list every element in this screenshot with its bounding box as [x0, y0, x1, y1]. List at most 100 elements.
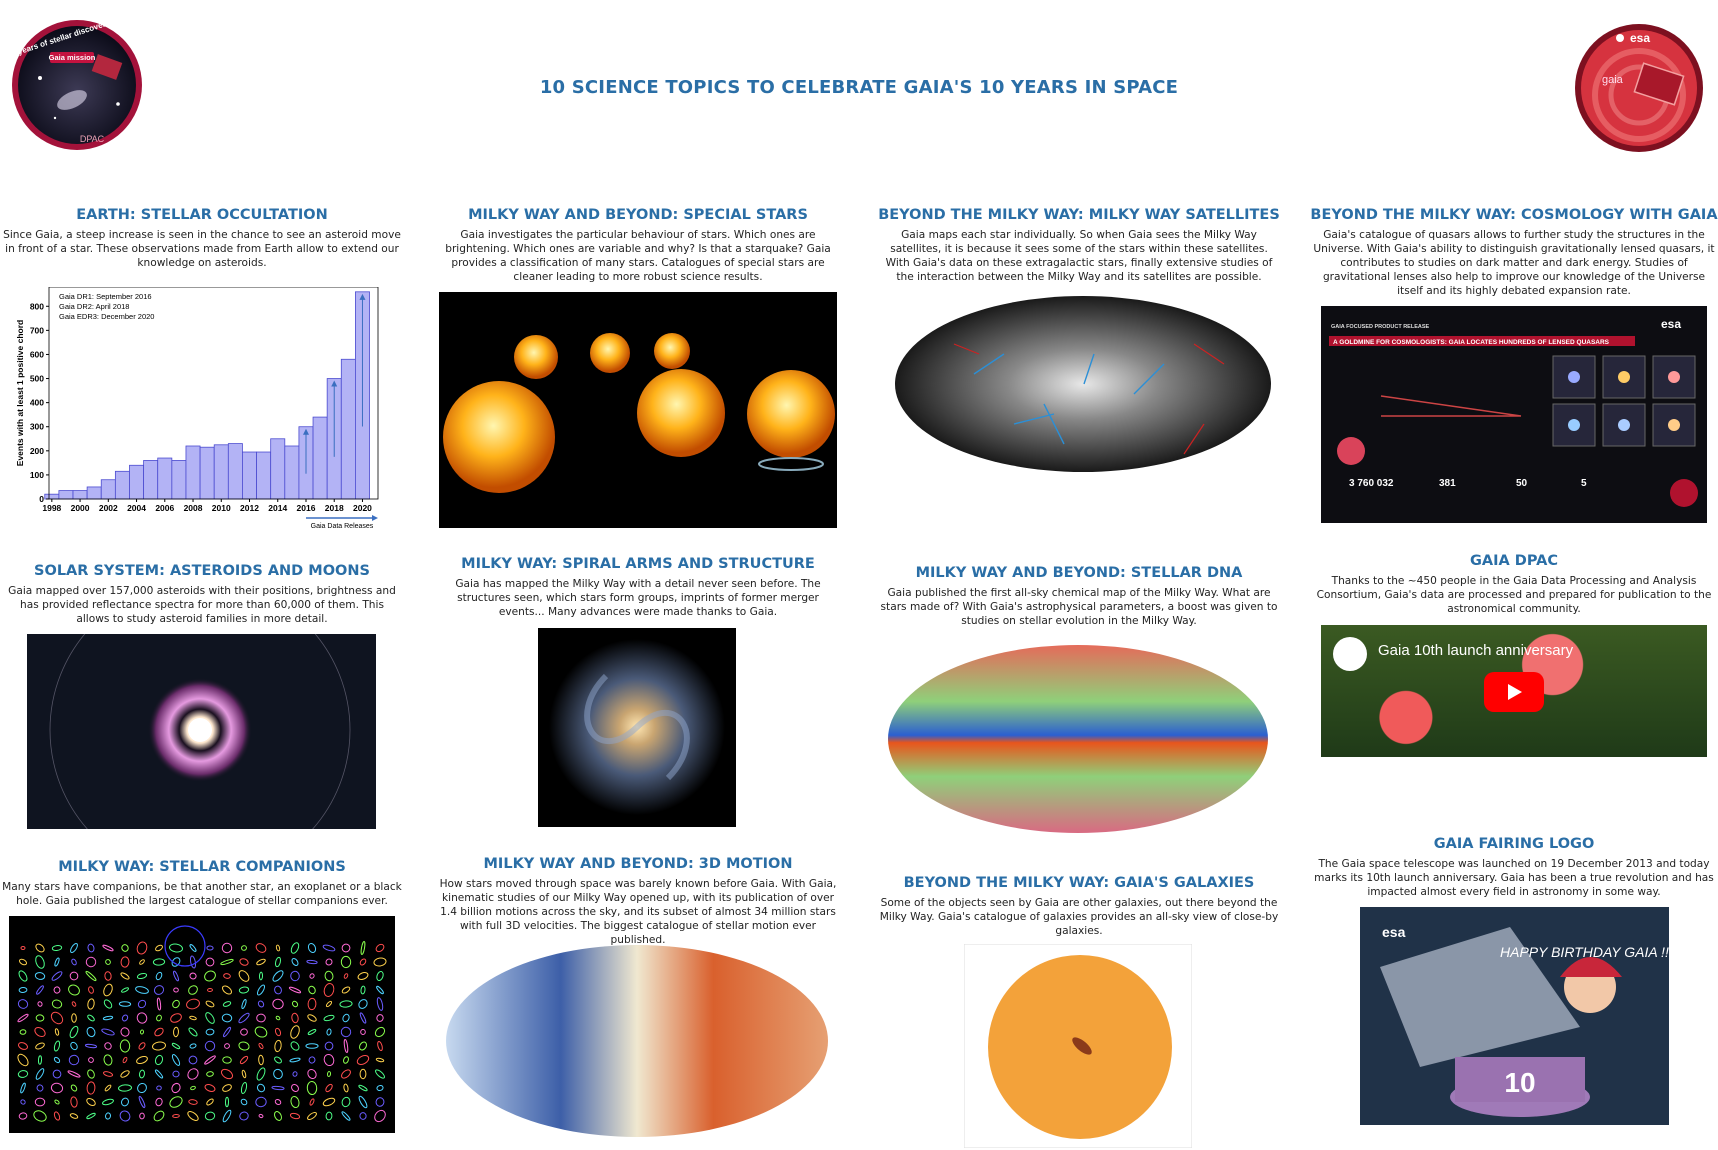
topic-text: Since Gaia, a steep increase is seen in …: [3, 229, 401, 269]
orbit-glyph: [258, 971, 264, 981]
orbit-glyph: [206, 1071, 214, 1077]
orbit-glyph: [341, 1069, 351, 1079]
orbit-glyph: [71, 1001, 77, 1007]
logo-dpac: DPAC: [80, 134, 105, 144]
orbit-glyph: [307, 1014, 317, 1022]
orbit-glyph: [50, 1011, 64, 1025]
orbit-glyph: [36, 985, 44, 995]
orbit-glyph: [87, 943, 95, 953]
orbit-glyph: [18, 958, 28, 966]
orbit-glyph: [122, 1056, 128, 1064]
orbit-glyph: [105, 959, 111, 965]
orbit-glyph: [138, 1042, 146, 1050]
orbit-glyph: [189, 955, 197, 969]
orbit-glyph: [171, 957, 181, 967]
orbit-glyph: [121, 944, 129, 952]
orbit-glyph: [53, 1111, 61, 1121]
orbit-glyph: [86, 1112, 96, 1120]
orbit-glyph: [292, 1071, 298, 1077]
orbit-glyph: [170, 1013, 182, 1023]
orbit-glyph: [154, 1054, 164, 1066]
orbit-glyph: [189, 944, 197, 952]
orbit-glyph: [308, 985, 316, 995]
orbit-glyph: [376, 997, 384, 1011]
orbit-glyph: [139, 959, 145, 965]
orbit-glyph: [375, 943, 385, 953]
orbit-glyph: [376, 970, 384, 982]
infographic-figure: 3 760 032: [1349, 478, 1394, 489]
topic-text: Gaia has mapped the Milky Way with a det…: [455, 578, 821, 618]
orbit-glyph: [239, 958, 249, 966]
orbit-glyph: [33, 1110, 47, 1122]
infographic-headline: A GOLDMINE FOR COSMOLOGISTS: GAIA LOCATE…: [1333, 339, 1610, 346]
orbit-glyph: [254, 1026, 268, 1038]
video-embed[interactable]: Gaia 10th launch anniversary: [1321, 625, 1707, 757]
orbit-glyph: [117, 1084, 133, 1092]
orbit-glyph: [71, 1013, 77, 1023]
orbit-glyph: [256, 958, 266, 966]
orbit-glyph: [188, 985, 198, 995]
logo-gaia: gaia: [1602, 74, 1624, 86]
orbit-glyph: [169, 1096, 183, 1108]
orbit-glyph: [256, 1013, 266, 1023]
topic-title: SOLAR SYSTEM: ASTEROIDS AND MOONS: [34, 563, 370, 579]
orbit-glyph: [103, 983, 113, 997]
orbit-glyph: [222, 1084, 232, 1092]
topic-text: Gaia investigates the particular behavio…: [445, 229, 831, 283]
orbit-glyph: [87, 1069, 95, 1079]
orbit-glyph: [256, 1083, 266, 1093]
orbit-glyph: [376, 1014, 384, 1022]
orbit-glyph: [154, 1027, 164, 1037]
orbit-glyph: [241, 999, 247, 1009]
orbit-glyph: [20, 1082, 26, 1094]
orbit-glyph: [85, 956, 97, 968]
orbit-glyph: [69, 971, 79, 981]
orbit-glyph: [307, 1029, 317, 1035]
orbit-glyph: [138, 1095, 146, 1109]
orbit-glyph: [376, 985, 384, 995]
orbit-glyph: [375, 1057, 385, 1063]
orbit-glyph: [343, 973, 349, 979]
orbit-glyph: [156, 1014, 162, 1022]
orbit-glyph: [85, 970, 97, 982]
orbit-glyph: [274, 1056, 282, 1064]
orbit-glyph: [86, 1097, 96, 1107]
logo-mission: Gaia mission: [49, 53, 96, 62]
orbit-glyph: [67, 1070, 81, 1078]
orbit-glyph: [325, 1083, 333, 1093]
orbit-glyph: [374, 1026, 386, 1038]
play-button[interactable]: [1484, 672, 1544, 712]
orbit-glyph: [238, 970, 250, 982]
orbit-glyph: [188, 1027, 198, 1037]
orbit-glyph: [139, 1029, 145, 1035]
orbit-glyph: [360, 985, 366, 995]
orbit-glyph: [51, 944, 63, 952]
video-title[interactable]: Gaia 10th launch anniversary: [1378, 642, 1574, 659]
orbit-glyph: [220, 958, 234, 966]
orbit-glyph: [188, 1099, 198, 1105]
orbit-glyph: [102, 1015, 114, 1021]
orbit-glyph: [272, 970, 284, 982]
fairing-caption: HAPPY BIRTHDAY GAIA !!!: [1500, 944, 1669, 960]
orbit-glyph: [139, 1069, 145, 1079]
y-tick-label: 400: [30, 398, 44, 408]
topic-title: MILKY WAY AND BEYOND: STELLAR DNA: [915, 565, 1243, 581]
orbit-glyph: [69, 1025, 79, 1039]
orbit-glyph: [136, 1055, 148, 1065]
orbit-glyph: [186, 998, 200, 1010]
orbit-glyph: [204, 1084, 216, 1092]
orbit-glyph: [238, 1041, 250, 1051]
orbit-glyph: [342, 1013, 350, 1023]
orbit-glyph: [274, 1039, 282, 1053]
orbit-glyph: [17, 999, 29, 1009]
orbit-glyph: [153, 985, 165, 995]
topic-text: Gaia mapped over 157,000 asteroids with …: [8, 585, 396, 625]
orbit-glyph: [220, 1068, 234, 1080]
release-arrowhead: [359, 293, 366, 300]
orbit-glyph: [359, 1012, 367, 1024]
orbit-glyph: [222, 1056, 232, 1064]
topic-title: GAIA FAIRING LOGO: [1433, 836, 1595, 852]
topic-text: Gaia maps each star individually. So whe…: [885, 229, 1273, 283]
orbit-glyph: [305, 1043, 319, 1049]
